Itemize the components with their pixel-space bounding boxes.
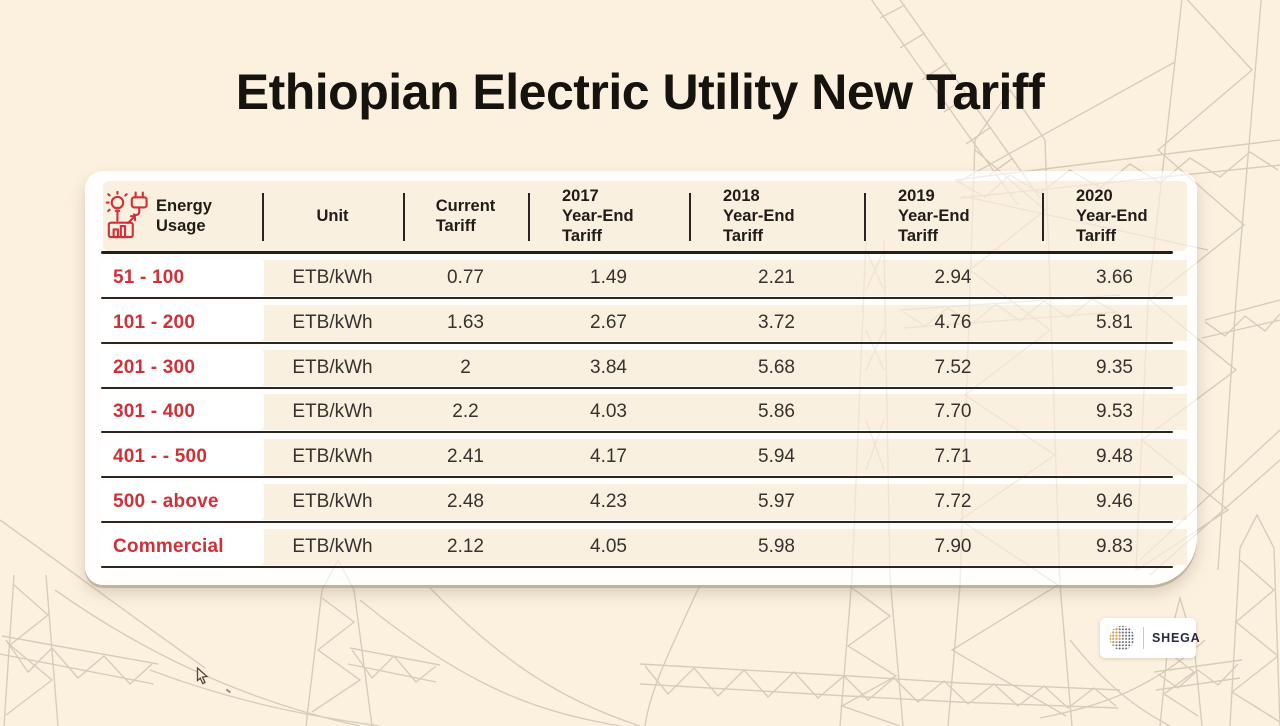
tariff-value-cell: 5.94 <box>758 446 795 467</box>
energy-usage-cell: 101 - 200 <box>113 312 196 333</box>
table-header-row: Energy Usage Unit Current Tariff 2017 Year-… <box>103 181 1187 251</box>
column-header-2018: 2018 Year-End Tariff <box>723 186 795 246</box>
table-row: 201 - 300 ETB/kWh 2 3.84 5.68 7.52 9.35 <box>103 349 1187 387</box>
tariff-table-card: Energy Usage Unit Current Tariff 2017 Year-… <box>85 171 1197 585</box>
column-header-2019: 2019 Year-End Tariff <box>898 186 970 246</box>
unit-cell: ETB/kWh <box>292 357 373 378</box>
header-divider <box>262 193 264 241</box>
unit-cell: ETB/kWh <box>292 312 373 333</box>
cursor-pointer <box>196 667 209 685</box>
tariff-value-cell: 7.71 <box>934 446 972 467</box>
header-divider <box>1042 193 1044 241</box>
table-row: 500 - above ETB/kWh 2.48 4.23 5.97 7.72 9.46 <box>103 483 1187 521</box>
energy-usage-cell: 301 - 400 <box>113 401 196 422</box>
tariff-value-cell: 7.52 <box>934 357 972 378</box>
tariff-value-cell: 3.66 <box>1096 267 1133 288</box>
column-header-2020: 2020 Year-End Tariff <box>1076 186 1148 246</box>
table-row: 51 - 100 ETB/kWh 0.77 1.49 2.21 2.94 3.66 <box>103 259 1187 297</box>
unit-cell: ETB/kWh <box>292 491 373 512</box>
header-divider <box>864 193 866 241</box>
row-separator <box>101 476 1173 479</box>
energy-usage-cell: Commercial <box>113 536 224 557</box>
tariff-value-cell: 7.72 <box>934 491 972 512</box>
tariff-value-cell: 2.21 <box>758 267 795 288</box>
row-separator <box>101 521 1173 524</box>
tariff-value-cell: 4.17 <box>590 446 627 467</box>
unit-cell: ETB/kWh <box>292 267 373 288</box>
energy-usage-cell: 51 - 100 <box>113 267 185 288</box>
shega-logo: SHEGA <box>1100 618 1200 658</box>
tariff-value-cell: 4.05 <box>590 536 627 557</box>
tariff-value-cell: 3.84 <box>590 357 627 378</box>
tariff-value-cell: 4.03 <box>590 401 627 422</box>
tariff-value-cell: 2.2 <box>452 401 479 422</box>
header-divider <box>528 193 530 241</box>
header-label: Energy Usage <box>156 196 212 235</box>
tariff-value-cell: 9.83 <box>1096 536 1133 557</box>
tariff-value-cell: 9.53 <box>1096 401 1133 422</box>
tariff-value-cell: 4.76 <box>934 312 972 333</box>
tariff-value-cell: 3.72 <box>758 312 795 333</box>
header-divider <box>403 193 405 241</box>
unit-cell: ETB/kWh <box>292 536 373 557</box>
row-separator <box>101 342 1173 345</box>
tariff-value-cell: 2 <box>460 357 471 378</box>
logo-divider <box>1143 627 1144 649</box>
energy-usage-cell: 500 - above <box>113 491 219 512</box>
table-row: 101 - 200 ETB/kWh 1.63 2.67 3.72 4.76 5.81 <box>103 304 1187 342</box>
tariff-value-cell: 9.48 <box>1096 446 1133 467</box>
column-header-unit: Unit <box>316 206 349 225</box>
tariff-value-cell: 5.98 <box>758 536 795 557</box>
row-separator <box>101 431 1173 434</box>
energy-usage-cell: 401 - - 500 <box>113 446 208 467</box>
shega-logo-text: SHEGA <box>1152 631 1201 645</box>
tariff-value-cell: 0.77 <box>447 267 484 288</box>
tariff-value-cell: 2.41 <box>447 446 484 467</box>
column-header-current-tariff: Current Tariff <box>435 196 496 235</box>
row-separator <box>101 566 1173 569</box>
tariff-value-cell: 1.63 <box>447 312 484 333</box>
tariff-value-cell: 2.48 <box>447 491 484 512</box>
row-separator <box>101 297 1173 300</box>
table-row: 401 - - 500 ETB/kWh 2.41 4.17 5.94 7.71 9.48 <box>103 438 1187 476</box>
tariff-value-cell: 4.23 <box>590 491 627 512</box>
energy-usage-cell: 201 - 300 <box>113 357 196 378</box>
tariff-value-cell: 9.46 <box>1096 491 1133 512</box>
tariff-value-cell: 5.81 <box>1096 312 1133 333</box>
tariff-value-cell: 2.94 <box>934 267 972 288</box>
unit-cell: ETB/kWh <box>292 446 373 467</box>
column-header-energy-usage: Energy Usage <box>103 181 262 251</box>
header-divider <box>689 193 691 241</box>
tariff-value-cell: 5.86 <box>758 401 795 422</box>
energy-usage-icon <box>105 191 148 239</box>
tariff-value-cell: 2.12 <box>447 536 484 557</box>
tariff-value-cell: 5.68 <box>758 357 795 378</box>
header-underline <box>101 251 1173 254</box>
tariff-value-cell: 5.97 <box>758 491 795 512</box>
table-row: 301 - 400 ETB/kWh 2.2 4.03 5.86 7.70 9.53 <box>103 393 1187 431</box>
table-row: Commercial ETB/kWh 2.12 4.05 5.98 7.90 9.83 <box>103 528 1187 566</box>
tariff-value-cell: 9.35 <box>1096 357 1133 378</box>
unit-cell: ETB/kWh <box>292 401 373 422</box>
tariff-value-cell: 7.90 <box>934 536 972 557</box>
tariff-value-cell: 1.49 <box>590 267 627 288</box>
tariff-value-cell: 2.67 <box>590 312 627 333</box>
column-header-2017: 2017 Year-End Tariff <box>562 186 634 246</box>
shega-logo-icon <box>1109 625 1135 651</box>
page-title: Ethiopian Electric Utility New Tariff <box>235 64 1045 120</box>
tariff-value-cell: 7.70 <box>934 401 972 422</box>
row-separator <box>101 387 1173 390</box>
